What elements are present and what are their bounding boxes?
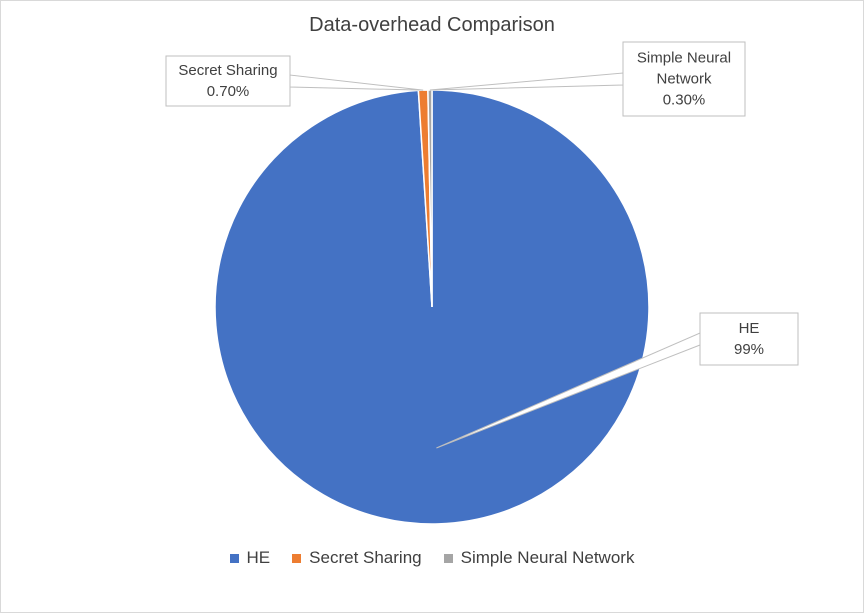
data-label-percent: 0.30%	[663, 92, 706, 109]
legend-swatch	[443, 553, 453, 563]
data-label-percent: 99%	[734, 341, 764, 358]
legend-swatch	[292, 553, 302, 563]
legend-item-secret-sharing: Secret Sharing	[292, 548, 422, 568]
data-callout-secret-sharing: Secret Sharing 0.70%	[165, 55, 424, 107]
callout-leader	[429, 72, 624, 91]
data-label-percent: 0.70%	[207, 83, 250, 100]
callout-box	[622, 41, 746, 117]
legend-label: Simple Neural Network	[460, 548, 635, 567]
data-label-category: Simple Neural	[637, 50, 731, 67]
callout-leader	[289, 74, 424, 91]
chart-title: Data-overhead Comparison	[309, 14, 555, 36]
callout-box	[165, 55, 291, 107]
data-label-category: Secret Sharing	[178, 62, 277, 79]
legend-item-simple-neural-network: Simple Neural Network	[443, 548, 635, 568]
data-label-category: HE	[739, 320, 760, 337]
data-label-category: Network	[656, 71, 712, 88]
chart-legend: HE Secret Sharing Simple Neural Network	[0, 548, 864, 568]
data-callout-simple-neural-network: Simple Neural Network 0.30%	[429, 41, 746, 117]
legend-item-he: HE	[229, 548, 271, 568]
data-callout-he: HE 99%	[436, 312, 799, 449]
legend-label: HE	[246, 548, 271, 567]
legend-label: Secret Sharing	[309, 548, 422, 567]
callout-box	[699, 312, 799, 366]
legend-swatch	[229, 553, 239, 563]
